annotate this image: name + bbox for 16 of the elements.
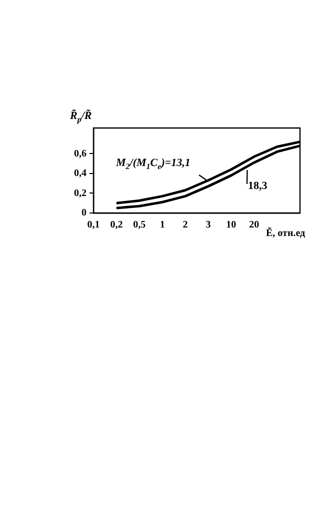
x-tick-label: 10 (226, 220, 236, 231)
annotation: 18,3 (248, 180, 268, 192)
x-tick-label: 0,5 (133, 220, 146, 231)
y-tick-label: 0 (82, 208, 86, 219)
x-tick-label: 0,2 (110, 220, 123, 231)
y-axis-title: R̃$_{p}$/R̃ (70, 110, 92, 124)
annotation: M$_{2}$/(M$_{1}$C$_{e}$)=13,1 (116, 157, 190, 172)
x-tick-label: 2 (182, 220, 188, 231)
y-tick-label: 0,2 (74, 188, 86, 199)
y-tick-label: 0,6 (74, 148, 86, 160)
y-tick-label: 0,4 (74, 168, 86, 180)
x-tick-label: 3 (206, 220, 211, 231)
x-axis-title: Ẽ, отн.ед (266, 228, 306, 239)
x-tick-label: 20 (249, 220, 260, 231)
x-tick-label: 0,1 (87, 220, 100, 231)
x-tick-label: 1 (160, 220, 165, 231)
